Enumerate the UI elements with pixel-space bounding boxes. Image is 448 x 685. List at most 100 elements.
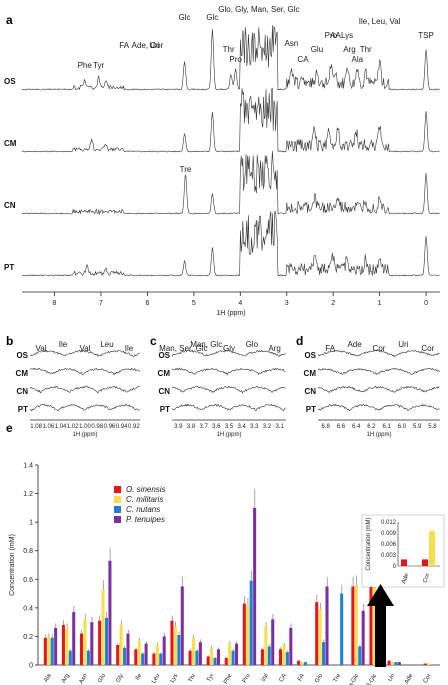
bar-Tyr-1 bbox=[210, 647, 214, 665]
peak-label: Uri bbox=[149, 41, 159, 50]
x-category-label: Asn bbox=[79, 673, 89, 685]
bar-α-Glc-0 bbox=[351, 586, 355, 665]
x-category-label: Cor bbox=[423, 673, 433, 684]
x-tick-label: 3.7 bbox=[199, 424, 208, 430]
inset-bar-Cor-0 bbox=[422, 559, 428, 566]
bar-Arg-2 bbox=[68, 650, 72, 665]
nmr-spectrum-trace bbox=[29, 403, 140, 412]
bar-Pro-0 bbox=[242, 603, 246, 665]
panel_d-xlabel: 1H (ppm) bbox=[366, 432, 391, 438]
x-tick-label: 1 bbox=[378, 300, 382, 307]
x-tick-label: 0.98 bbox=[91, 424, 103, 430]
panel-a-xlabel: 1H (ppm) bbox=[216, 310, 245, 317]
bar-Arg-0 bbox=[61, 625, 65, 665]
y-tick-label: 1.4 bbox=[23, 463, 33, 470]
bar-Arg-1 bbox=[65, 627, 69, 665]
panel-c: c OS CM CN PT 3.9 3.8 3.7 3.6 3.5 3.4 3.3 3.2 3.1 1H … bbox=[150, 334, 286, 438]
bar-Phe-0 bbox=[224, 657, 228, 665]
panel-d: d OS CM CN PT 6.8 6.6 6.4 6.2 6.1 6.0 5.9 5.8 1H (pp… bbox=[296, 334, 440, 438]
peak-label: Ile bbox=[59, 340, 68, 349]
bar-FA-2 bbox=[303, 662, 307, 665]
legend-swatch bbox=[114, 506, 121, 513]
bar-α-Glc-2 bbox=[358, 646, 362, 665]
peak-label: Man, Ser, Glc bbox=[159, 344, 207, 353]
bar-Glo-2 bbox=[322, 642, 326, 665]
bar-FA-0 bbox=[297, 660, 301, 665]
peak-label: Glc bbox=[179, 13, 191, 22]
x-tick-label: 1.00 bbox=[79, 424, 91, 430]
panel_b-row-label: CM bbox=[16, 369, 29, 378]
bar-Pro-1 bbox=[246, 605, 250, 665]
peak-label: Ade bbox=[347, 340, 362, 349]
x-category-label: Pro bbox=[242, 672, 252, 684]
panel-a-row-label: PT bbox=[4, 263, 14, 272]
peak-label: TSP bbox=[418, 31, 434, 40]
y-tick-label: 0.6 bbox=[23, 577, 33, 584]
bar-Gly-3 bbox=[126, 633, 130, 665]
x-tick-label: 3 bbox=[285, 300, 289, 307]
bar-Lys-3 bbox=[180, 586, 184, 665]
peak-label: Uri bbox=[398, 340, 408, 349]
bar-α-Glc-1 bbox=[354, 585, 358, 665]
peak-label: Pro bbox=[229, 55, 242, 64]
bar-CA-0 bbox=[278, 649, 283, 665]
bar-Leu-3 bbox=[162, 636, 166, 665]
x-category-label: Lys bbox=[170, 673, 180, 684]
panel_b-xlabel: 1H (ppm) bbox=[72, 432, 97, 438]
bar-Tyr-2 bbox=[213, 657, 217, 665]
legend-swatch bbox=[114, 516, 121, 523]
bar-Uri-1 bbox=[390, 662, 395, 665]
peak-label: Glc bbox=[206, 13, 218, 22]
inset-bar-Ade-0 bbox=[401, 559, 407, 566]
bar-CA-3 bbox=[289, 627, 293, 665]
x-category-label: β-Glc bbox=[366, 673, 378, 685]
inset-y-tick-label: 0.003 bbox=[381, 553, 397, 559]
bar-FA-1 bbox=[300, 662, 304, 665]
bar-Uri-0 bbox=[387, 660, 391, 665]
x-category-label: Ile bbox=[135, 672, 144, 681]
y-tick-label: 0.2 bbox=[23, 634, 33, 641]
bar-Leu-2 bbox=[159, 653, 163, 665]
bar-Uri-3 bbox=[397, 662, 401, 665]
y-tick-label: 0.4 bbox=[23, 605, 33, 612]
bar-Pro-3 bbox=[253, 507, 257, 665]
nmr-spectrum-trace bbox=[21, 150, 440, 216]
bar-Phe-1 bbox=[228, 643, 232, 665]
bar-Thr-0 bbox=[188, 650, 192, 665]
peak-label: Glo, Gly, Man, Ser, Glc bbox=[218, 5, 299, 14]
x-category-label: Leu bbox=[151, 673, 161, 685]
x-tick-label: 3.8 bbox=[187, 424, 196, 430]
nmr-spectrum-trace bbox=[29, 367, 140, 376]
x-category-label: Tyr bbox=[206, 673, 215, 683]
peak-label: Leu bbox=[100, 340, 113, 349]
x-category-label: FA bbox=[297, 673, 306, 682]
x-tick-label: 6.4 bbox=[352, 424, 361, 430]
x-tick-label: 0.96 bbox=[104, 424, 116, 430]
panel-d-letter: d bbox=[296, 334, 303, 348]
peak-label: Gly bbox=[223, 344, 235, 353]
peak-label: Cor bbox=[421, 344, 434, 353]
peak-label: Tre bbox=[180, 165, 192, 174]
x-tick-label: 4 bbox=[238, 300, 242, 307]
bar-Glu-2 bbox=[104, 617, 108, 665]
peak-label: Glu bbox=[311, 45, 323, 54]
bar-Val-3 bbox=[271, 619, 275, 665]
x-tick-label: 3.6 bbox=[212, 424, 221, 430]
nmr-spectrum-trace bbox=[29, 385, 140, 394]
peak-label: Glo bbox=[246, 340, 259, 349]
bar-Phe-2 bbox=[231, 650, 235, 665]
bar-Arg-3 bbox=[72, 612, 76, 665]
bar-Phe-3 bbox=[235, 643, 239, 665]
peak-label: AA bbox=[330, 31, 341, 40]
x-tick-label: 5.8 bbox=[428, 424, 437, 430]
x-category-label: Val bbox=[261, 673, 270, 683]
up-arrow-icon bbox=[367, 584, 394, 667]
peak-label: Phe bbox=[78, 61, 93, 70]
bar-Ala-0 bbox=[43, 637, 47, 665]
panel_b-row-label: PT bbox=[18, 405, 28, 414]
peak-label: Val bbox=[80, 344, 91, 353]
peak-label: Arg bbox=[343, 45, 355, 54]
bar-Ile-2 bbox=[141, 653, 145, 665]
y-tick-label: 0.8 bbox=[23, 548, 33, 555]
